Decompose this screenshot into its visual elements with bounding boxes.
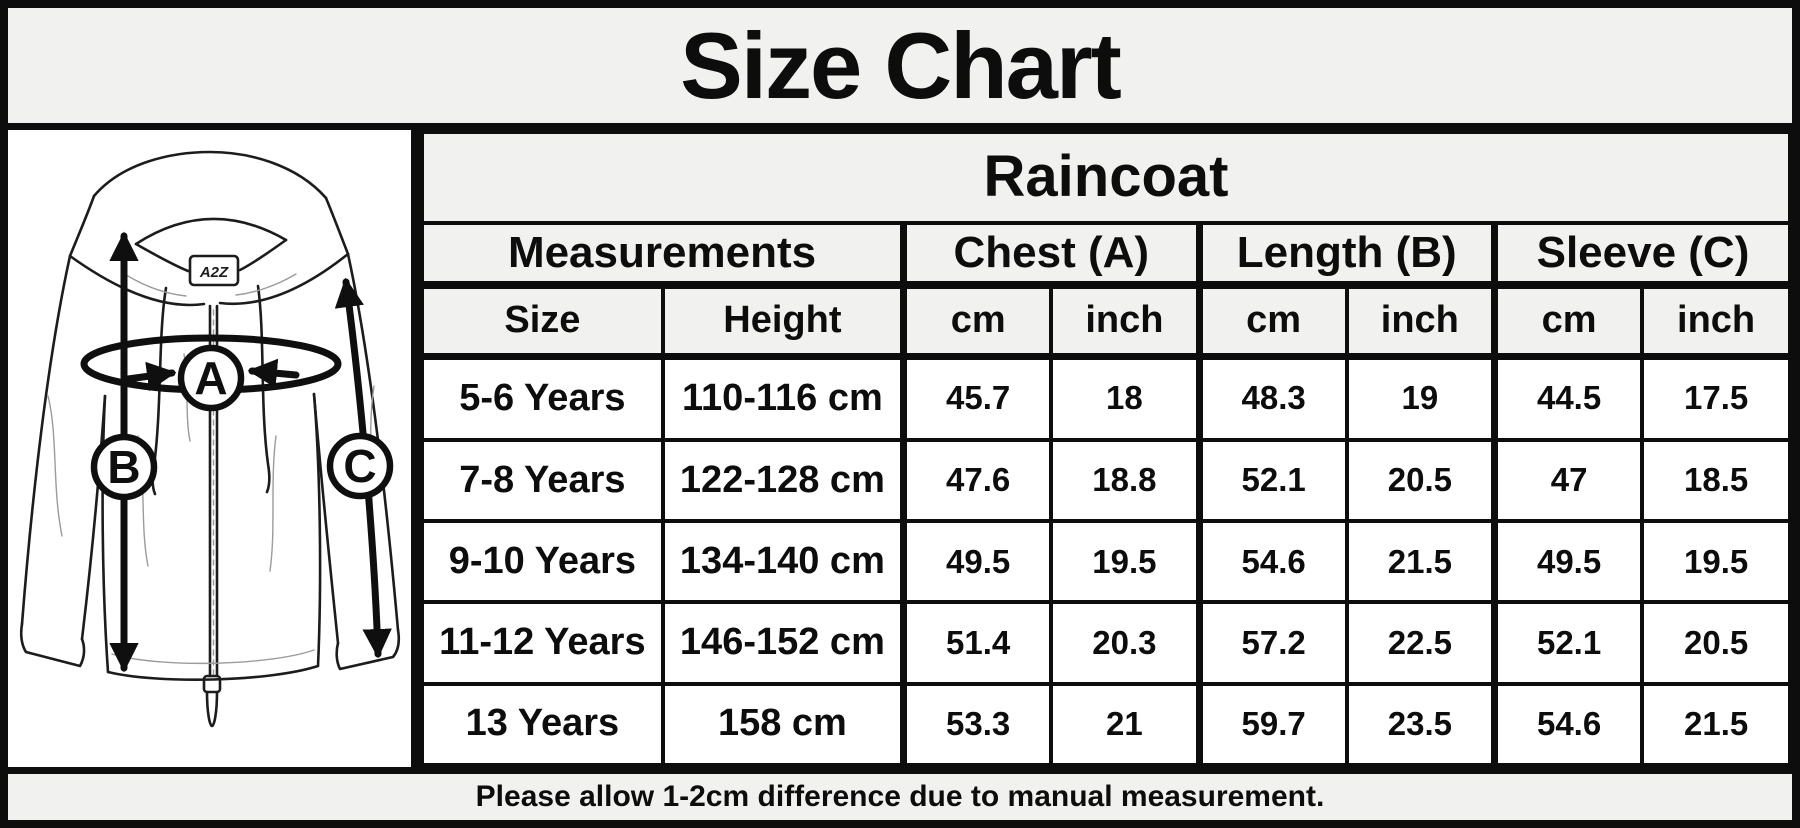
table-cell: 59.7 bbox=[1195, 681, 1349, 768]
table-cell: 19 bbox=[1344, 353, 1497, 443]
table-row: 13 Years 158 cm 53.3 21 59.7 23.5 54.6 2… bbox=[420, 681, 1792, 768]
table-cell: 52.1 bbox=[1490, 600, 1645, 686]
sleeve-badge: C bbox=[326, 432, 394, 500]
table-cell: 20.5 bbox=[1344, 438, 1497, 524]
table-cell: 47.6 bbox=[900, 438, 1054, 524]
main-region: A2Z A B bbox=[8, 130, 1792, 768]
table-cell: 7-8 Years bbox=[420, 438, 665, 524]
drawstring-left bbox=[151, 286, 168, 496]
table-cell: 48.3 bbox=[1195, 353, 1349, 443]
product-header-row: Raincoat bbox=[420, 130, 1792, 225]
table-cell: 20.3 bbox=[1049, 600, 1201, 686]
table-cell: 122-128 cm bbox=[660, 438, 906, 524]
table-cell: 44.5 bbox=[1490, 353, 1645, 443]
table-cell: 22.5 bbox=[1344, 600, 1497, 686]
zipper-pull bbox=[202, 674, 222, 694]
col-header-height: Height bbox=[660, 283, 906, 360]
table-cell: 49.5 bbox=[1490, 519, 1645, 605]
col-header-length-inch: inch bbox=[1344, 283, 1497, 360]
table-cell: 21 bbox=[1049, 681, 1201, 768]
table-row: 9-10 Years 134-140 cm 49.5 19.5 54.6 21.… bbox=[420, 519, 1792, 605]
table-cell: 23.5 bbox=[1344, 681, 1497, 768]
table-cell: 54.6 bbox=[1195, 519, 1349, 605]
col-header-sleeve-cm: cm bbox=[1490, 283, 1645, 360]
product-name: Raincoat bbox=[420, 130, 1792, 225]
table-cell: 13 Years bbox=[420, 681, 665, 768]
brand-tag-label: A2Z bbox=[199, 264, 229, 281]
table-cell: 11-12 Years bbox=[420, 600, 665, 686]
table-row: 11-12 Years 146-152 cm 51.4 20.3 57.2 22… bbox=[420, 600, 1792, 686]
table-cell: 21.5 bbox=[1640, 681, 1792, 768]
group-header-length: Length (B) bbox=[1195, 221, 1497, 289]
table-cell: 18.5 bbox=[1640, 438, 1792, 524]
measurement-disclaimer: Please allow 1-2cm difference due to man… bbox=[475, 780, 1325, 813]
table-cell: 110-116 cm bbox=[660, 353, 906, 443]
table-cell: 146-152 cm bbox=[660, 600, 906, 686]
footer-bar: Please allow 1-2cm difference due to man… bbox=[8, 767, 1792, 820]
size-table: Raincoat Measurements Chest (A) Length (… bbox=[420, 130, 1792, 768]
table-cell: 47 bbox=[1490, 438, 1645, 524]
group-header-measurements: Measurements bbox=[420, 221, 906, 289]
table-cell: 20.5 bbox=[1640, 600, 1792, 686]
table-cell: 19.5 bbox=[1640, 519, 1792, 605]
group-header-row: Measurements Chest (A) Length (B) Sleeve… bbox=[420, 221, 1792, 289]
sleeve-badge-letter: C bbox=[343, 440, 376, 492]
table-cell: 57.2 bbox=[1195, 600, 1349, 686]
col-header-sleeve-inch: inch bbox=[1640, 283, 1792, 360]
table-cell: 5-6 Years bbox=[420, 353, 665, 443]
table-row: 7-8 Years 122-128 cm 47.6 18.8 52.1 20.5… bbox=[420, 438, 1792, 524]
page-title: Size Chart bbox=[680, 12, 1122, 118]
table-cell: 18.8 bbox=[1049, 438, 1201, 524]
table-cell: 158 cm bbox=[660, 681, 906, 768]
table-cell: 54.6 bbox=[1490, 681, 1645, 768]
table-cell: 51.4 bbox=[900, 600, 1054, 686]
length-badge-letter: B bbox=[107, 441, 140, 493]
table-cell: 52.1 bbox=[1195, 438, 1349, 524]
table-panel: Raincoat Measurements Chest (A) Length (… bbox=[420, 130, 1792, 768]
group-header-chest: Chest (A) bbox=[900, 221, 1202, 289]
table-cell: 21.5 bbox=[1344, 519, 1497, 605]
table-cell: 17.5 bbox=[1640, 353, 1792, 443]
brand-tag: A2Z bbox=[188, 254, 240, 287]
raincoat-sketch: A2Z A B bbox=[19, 150, 401, 728]
col-header-size: Size bbox=[420, 283, 665, 360]
table-cell: 134-140 cm bbox=[660, 519, 906, 605]
drawstring-right bbox=[256, 284, 271, 494]
table-cell: 53.3 bbox=[900, 681, 1054, 768]
table-cell: 49.5 bbox=[900, 519, 1054, 605]
col-header-chest-cm: cm bbox=[900, 283, 1054, 360]
table-cell: 18 bbox=[1049, 353, 1201, 443]
chest-badge: A bbox=[177, 344, 245, 412]
col-header-chest-inch: inch bbox=[1049, 283, 1201, 360]
chest-badge-letter: A bbox=[194, 352, 227, 404]
table-cell: 45.7 bbox=[900, 353, 1054, 443]
diagram-panel: A2Z A B bbox=[8, 130, 420, 767]
group-header-sleeve: Sleeve (C) bbox=[1490, 221, 1792, 289]
table-cell: 19.5 bbox=[1049, 519, 1201, 605]
table-cell: 9-10 Years bbox=[420, 519, 665, 605]
col-header-length-cm: cm bbox=[1195, 283, 1349, 360]
length-badge: B bbox=[90, 433, 158, 501]
table-row: 5-6 Years 110-116 cm 45.7 18 48.3 19 44.… bbox=[420, 353, 1792, 443]
title-bar: Size Chart bbox=[8, 8, 1792, 130]
sub-header-row: Size Height cm inch cm inch cm inch bbox=[420, 283, 1792, 360]
